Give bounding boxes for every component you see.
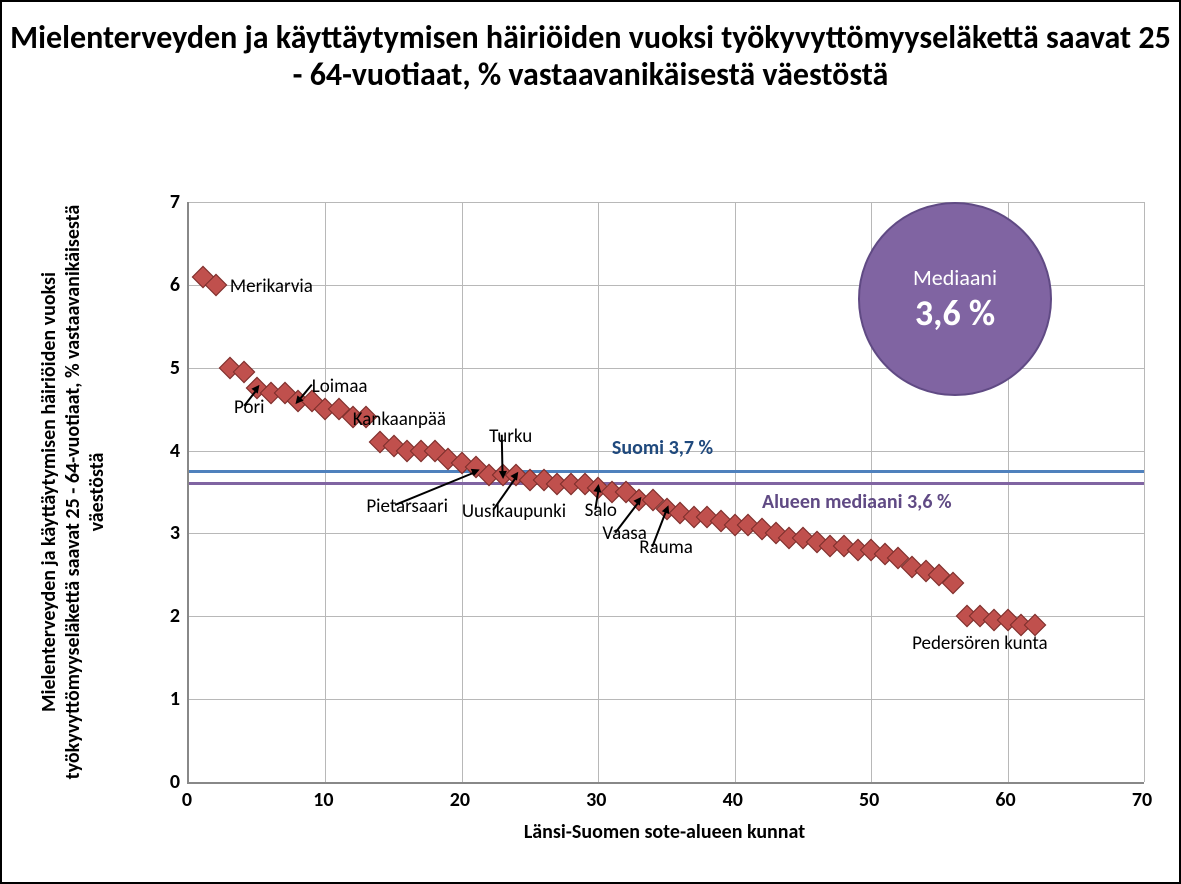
x-axis-label: Länsi-Suomen sote-alueen kunnat <box>187 820 1142 844</box>
ytick-label: 7 <box>152 190 180 214</box>
refline-suomi <box>189 470 1144 473</box>
annotation-label: Rauma <box>639 536 693 559</box>
xtick-label: 0 <box>182 788 192 812</box>
annotation-arrowhead <box>594 483 603 492</box>
annotation-label: Kankaanpää <box>353 408 446 431</box>
refline-label-mediaani: Alueen mediaani 3,6 % <box>762 490 952 514</box>
gridline-h <box>189 202 1144 203</box>
annotation-label: Loimaa <box>312 375 368 398</box>
xtick-label: 60 <box>995 788 1015 812</box>
annotation-label: Salo <box>585 499 617 522</box>
xtick-label: 10 <box>313 788 333 812</box>
ytick-label: 0 <box>152 770 180 794</box>
annotation-arrowhead <box>499 471 507 479</box>
bubble-label-top: Mediaani <box>913 264 997 291</box>
plot-area: Suomi 3,7 % Alueen mediaani 3,6 % Mediaani… <box>187 202 1144 784</box>
gridline-v <box>325 202 326 782</box>
y-axis-label: Mielenterveyden ja käyttäytymisen häiriö… <box>37 202 109 782</box>
ytick-label: 3 <box>152 521 180 545</box>
xtick-label: 30 <box>586 788 606 812</box>
xtick-label: 40 <box>723 788 743 812</box>
annotation-label: Uusikaupunki <box>462 500 566 523</box>
gridline-h <box>189 699 1144 700</box>
annotation-label: Merikarvia <box>230 275 313 298</box>
xtick-label: 70 <box>1132 788 1152 812</box>
bubble-label-bottom: 3,6 % <box>915 291 995 335</box>
xtick-label: 50 <box>859 788 879 812</box>
ytick-label: 2 <box>152 604 180 628</box>
ytick-label: 5 <box>152 356 180 380</box>
chart-frame: Mielenterveyden ja käyttäytymisen häiriö… <box>0 0 1181 884</box>
gridline-v <box>735 202 736 782</box>
ytick-label: 4 <box>152 439 180 463</box>
gridline-v <box>1144 202 1145 782</box>
annotation-label: Pedersören kunta <box>912 632 1048 655</box>
annotation-label: Turku <box>489 425 532 448</box>
chart-title: Mielenterveyden ja käyttäytymisen häiriö… <box>2 20 1179 94</box>
refline-label-suomi: Suomi 3,7 % <box>612 436 713 460</box>
ytick-label: 1 <box>152 687 180 711</box>
refline-mediaani <box>189 482 1144 485</box>
ytick-label: 6 <box>152 273 180 297</box>
median-bubble: Mediaani3,6 % <box>858 202 1052 396</box>
xtick-label: 20 <box>450 788 470 812</box>
gridline-h <box>189 533 1144 534</box>
gridline-v <box>462 202 463 782</box>
